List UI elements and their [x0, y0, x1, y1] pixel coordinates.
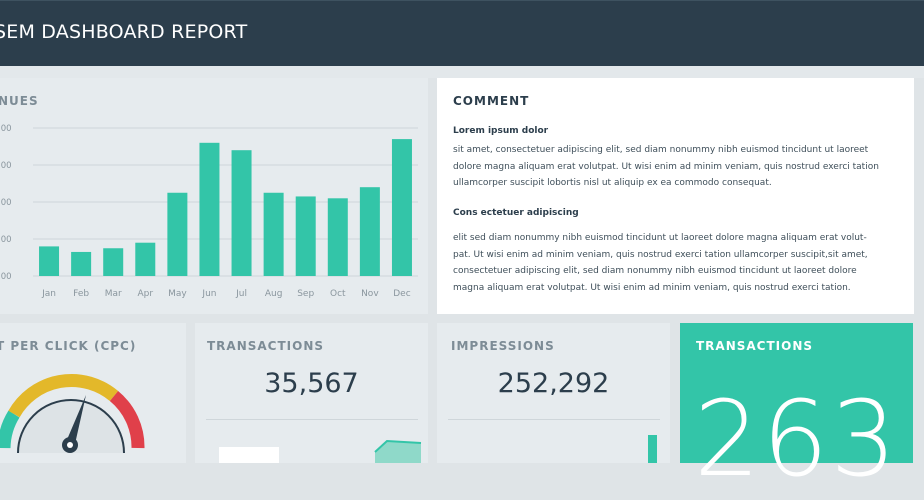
comment-line: sit amet, consectetuer adipiscing elit, …: [453, 145, 869, 155]
app-header: SEM DASHBOARD REPORT: [0, 0, 924, 66]
cpc-title: T PER CLICK (CPC): [0, 339, 137, 353]
bar-apr: [135, 242, 156, 276]
gauge-arc-yellow: [8, 373, 119, 418]
bar-oct: [327, 198, 348, 276]
gauge-arc-green: [0, 410, 20, 449]
x-tick-label: Feb: [73, 289, 89, 299]
x-tick-label: Dec: [393, 289, 410, 299]
x-tick-label: May: [168, 289, 187, 299]
transactions-panel: TRANSACTIONS 35,567: [195, 323, 428, 463]
transactions-sparkline: [219, 439, 422, 463]
impressions-panel: IMPRESSIONS 252,292: [437, 323, 670, 463]
transactions-highlight-panel: TRANSACTIONS 263: [680, 323, 913, 491]
revenues-chart: Jan Feb Mar Apr May Jun Jul Aug Sep Oct Nov Dec .00…: [0, 124, 418, 299]
x-tick-label: Apr: [138, 289, 154, 299]
comment-heading-1: Lorem ipsum dolor: [453, 126, 549, 136]
x-tick-label: Nov: [361, 289, 379, 299]
revenues-panel: NUES Jan Feb Mar Apr May Jun Jul Aug Sep Oct Nov De…: [0, 78, 428, 314]
impressions-title: IMPRESSIONS: [451, 339, 555, 353]
y-tick-label: .00: [0, 124, 12, 134]
gauge-arc-red: [109, 390, 145, 449]
y-tick-label: .00: [0, 272, 12, 282]
comment-paragraph-1: sit amet, consectetuer adipiscing elit, …: [453, 142, 903, 192]
bar-dec: [391, 139, 412, 276]
impressions-bar: [648, 435, 657, 463]
comment-heading-2: Cons ectetuer adipiscing: [453, 208, 579, 218]
comment-title: COMMENT: [453, 94, 530, 108]
comment-line: dolore magna aliquam erat volutpat. Ut w…: [453, 161, 879, 172]
revenues-title: NUES: [0, 94, 39, 108]
x-tick-label: Mar: [105, 289, 122, 299]
gauge-inner-ring: [17, 399, 125, 454]
cpc-gauge: [0, 373, 145, 454]
bar-jul: [231, 150, 252, 276]
gauge-needle: [66, 395, 86, 444]
divider: [448, 419, 660, 420]
comment-line: magna aliquam erat volutpat. Ut wisi eni…: [453, 282, 851, 293]
comment-line: elit sed diam nonummy nibh euismod tinci…: [453, 233, 867, 243]
comment-line: pat. Ut wisi enim ad minim veniam, quis …: [453, 249, 868, 260]
x-tick-label: Sep: [297, 289, 314, 299]
divider: [206, 419, 418, 420]
bar-may: [167, 192, 188, 276]
bar-aug: [263, 192, 284, 276]
bar-jan: [39, 246, 60, 276]
x-tick-label: Oct: [330, 289, 346, 299]
x-tick-label: Jun: [201, 289, 216, 299]
header-band: [0, 66, 924, 78]
impressions-value: 252,292: [497, 368, 610, 399]
x-tick-label: Aug: [265, 289, 283, 299]
x-tick-label: Jul: [235, 289, 247, 299]
comment-paragraph-2: elit sed diam nonummy nibh euismod tinci…: [453, 230, 903, 296]
y-tick-label: .00: [0, 198, 12, 208]
comment-panel: COMMENT Lorem ipsum dolor sit amet, cons…: [437, 78, 914, 314]
bar-jun: [199, 142, 220, 276]
transactions-value: 35,567: [264, 368, 359, 399]
comment-line: ullamcorper suscipit lobortis nisl ut al…: [453, 178, 772, 188]
y-tick-label: .00: [0, 161, 12, 171]
gauge-hub-center: [67, 442, 73, 448]
x-tick-label: Jan: [41, 289, 56, 299]
transactions-highlight-value: 263: [694, 378, 899, 500]
bar-mar: [103, 248, 124, 276]
page-title: SEM DASHBOARD REPORT: [0, 21, 248, 43]
bar-nov: [359, 187, 380, 276]
transactions-highlight-title: TRANSACTIONS: [696, 339, 814, 353]
y-tick-label: .00: [0, 235, 12, 245]
cpc-panel: T PER CLICK (CPC): [0, 323, 186, 463]
bar-feb: [71, 251, 92, 276]
comment-line: consectetuer adipiscing elit, sed diam n…: [453, 266, 857, 276]
bar-sep: [295, 196, 316, 276]
transactions-title: TRANSACTIONS: [207, 339, 325, 353]
